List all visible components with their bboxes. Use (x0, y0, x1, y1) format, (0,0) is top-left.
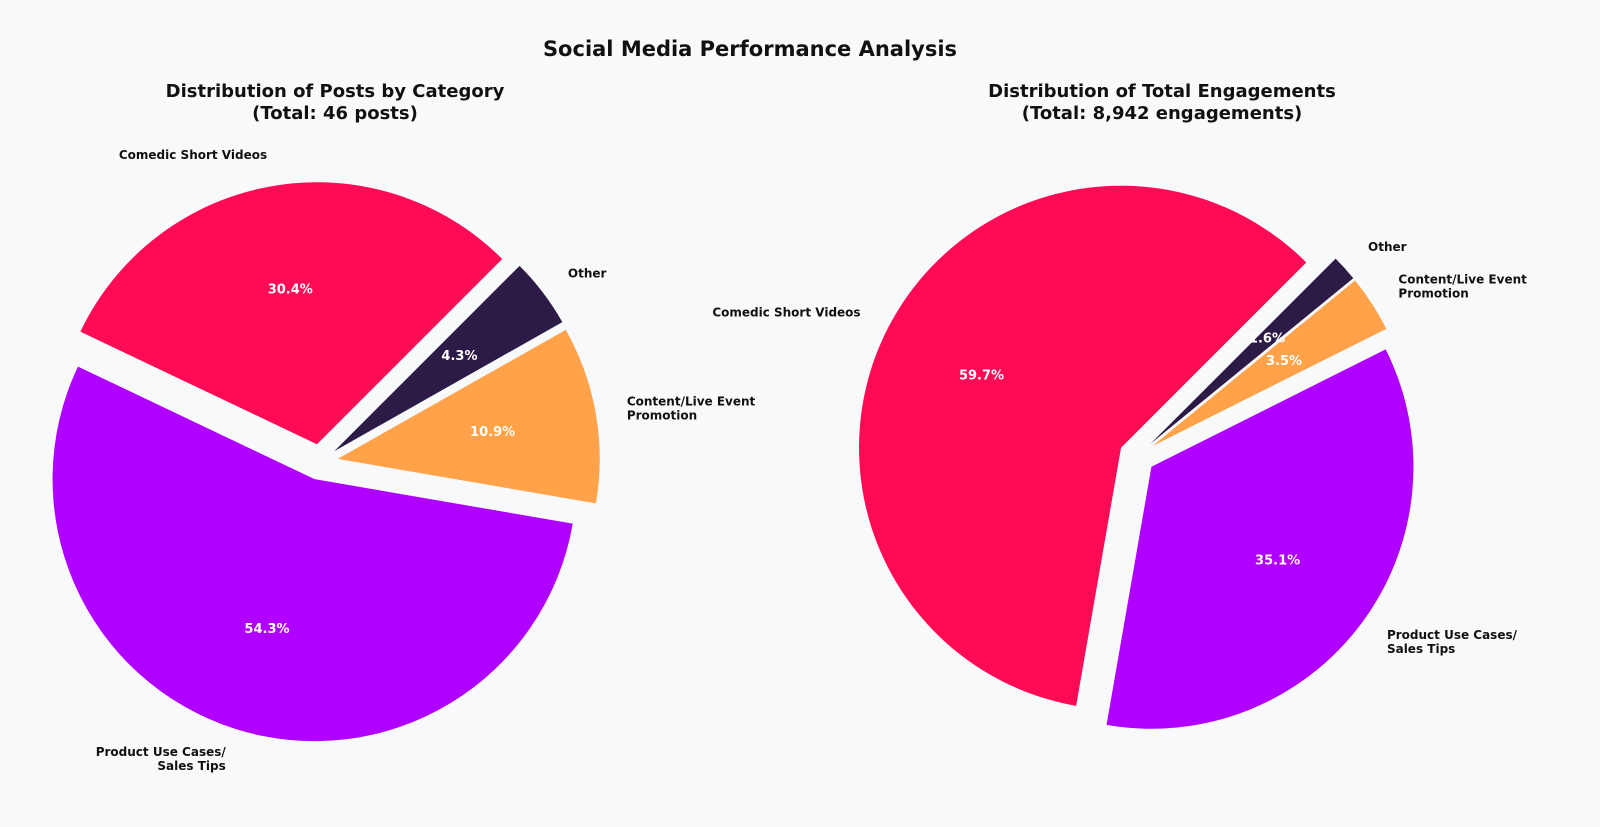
engagements-pie-category-label-product-use-cases-sales-tips-line: Sales Tips (1387, 642, 1455, 656)
engagements-pie-pct-label-comedic-short-videos: 59.7% (959, 368, 1004, 383)
chart-title-posts-line2: (Total: 46 posts) (252, 103, 418, 124)
engagements-pie-category-label-comedic-short-videos-line: Comedic Short Videos (712, 306, 860, 320)
posts-pie-slice-content-live-event-promotion (337, 329, 600, 504)
posts-pie-slice-product-use-cases-sales-tips (52, 366, 573, 742)
posts-pie-pct-label-other: 4.3% (441, 349, 477, 364)
engagements-pie-slice-other (1150, 258, 1354, 444)
engagements-pie-category-label-product-use-cases-sales-tips: Product Use Cases/Sales Tips (1387, 628, 1518, 656)
engagements-pie-category-label-comedic-short-videos: Comedic Short Videos (712, 306, 860, 320)
chart-title-posts: Distribution of Posts by Category (Total… (35, 81, 635, 125)
posts-pie-pct-label-content-live-event-promotion: 10.9% (470, 425, 515, 440)
engagements-pie-slice-comedic-short-videos (859, 185, 1307, 706)
engagements-pie-slice-product-use-cases-sales-tips (1106, 349, 1414, 729)
engagements-pie-category-label-product-use-cases-sales-tips-line: Product Use Cases/ (1387, 628, 1518, 642)
chart-title-engagements-line2: (Total: 8,942 engagements) (1021, 103, 1303, 124)
chart-title-posts-line1: Distribution of Posts by Category (165, 81, 505, 102)
posts-pie-category-label-content-live-event-promotion-line: Content/Live Event (627, 395, 756, 409)
engagements-pie-category-label-other-line: Other (1368, 240, 1407, 254)
posts-pie-slice-comedic-short-videos (80, 182, 503, 445)
engagements-pie-category-label-content-live-event-promotion: Content/Live Event Promotion (1398, 273, 1527, 301)
engagements-pie-pct-label-other: 1.6% (1249, 332, 1285, 347)
posts-pie-pct-label-comedic-short-videos: 30.4% (268, 282, 313, 297)
posts-pie-pct-label-product-use-cases-sales-tips: 54.3% (244, 622, 289, 637)
posts-pie-category-label-content-live-event-promotion-line: Promotion (627, 409, 697, 423)
posts-pie-category-label-other-line: Other (568, 266, 607, 280)
posts-pie: 30.4% Comedic Short Videos 54.3% Product Us… (52, 148, 756, 773)
engagements-pie-category-label-content-live-event-promotion-line: Promotion (1398, 287, 1468, 301)
posts-pie-category-label-product-use-cases-sales-tips: Product Use Cases/Sales Tips (96, 745, 227, 773)
engagements-pie-pct-label-product-use-cases-sales-tips: 35.1% (1255, 554, 1300, 569)
posts-pie-category-label-other: Other (568, 266, 607, 280)
engagements-pie-slice-content-live-event-promotion (1152, 280, 1387, 447)
chart-title-engagements-line1: Distribution of Total Engagements (988, 81, 1336, 102)
engagements-pie: 59.7% Comedic Short Videos 35.1% Product Us… (712, 185, 1527, 729)
posts-pie-category-label-content-live-event-promotion: Content/Live Event Promotion (627, 395, 756, 423)
engagements-pie-pct-label-content-live-event-promotion: 3.5% (1266, 354, 1302, 369)
engagements-pie-category-label-content-live-event-promotion-line: Content/Live Event (1398, 273, 1527, 287)
main-title: Social Media Performance Analysis (542, 37, 958, 61)
posts-pie-slice-other (334, 265, 563, 452)
posts-pie-category-label-product-use-cases-sales-tips-line: Sales Tips (157, 759, 225, 773)
engagements-pie-category-label-other: Other (1368, 240, 1407, 254)
posts-pie-category-label-comedic-short-videos-line: Comedic Short Videos (119, 148, 267, 162)
posts-pie-category-label-comedic-short-videos: Comedic Short Videos (119, 148, 267, 162)
chart-title-engagements: Distribution of Total Engagements (Total… (862, 81, 1462, 125)
posts-pie-category-label-product-use-cases-sales-tips-line: Product Use Cases/ (96, 745, 227, 759)
